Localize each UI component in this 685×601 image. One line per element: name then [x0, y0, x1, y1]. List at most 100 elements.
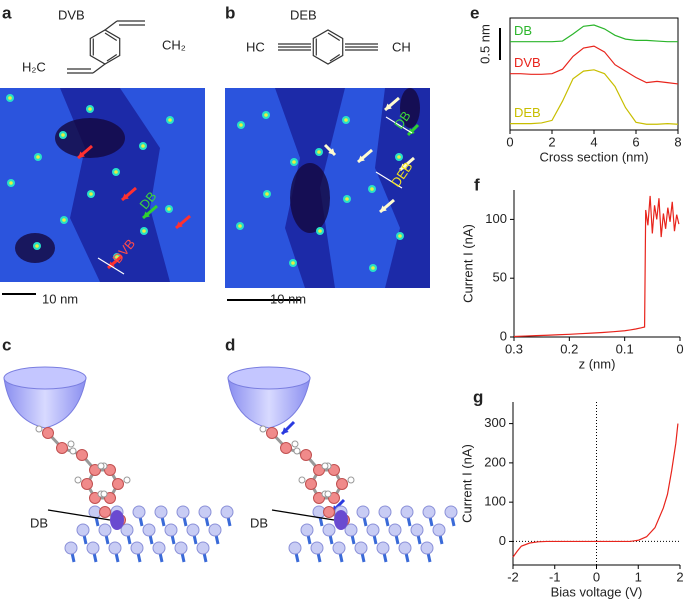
bond	[375, 171, 403, 189]
surface-atom	[98, 523, 112, 537]
x-axis-label: Bias voltage (V)	[551, 584, 643, 599]
arrow-head	[78, 151, 85, 158]
adsorbate-core	[397, 155, 401, 159]
adsorbate-core	[35, 244, 39, 248]
x-tick-label: 8	[674, 134, 681, 149]
surface-atom	[76, 523, 90, 537]
surface-atom	[174, 541, 188, 555]
panel-letter: a	[2, 3, 12, 22]
data-line	[510, 69, 679, 125]
hydrogen	[97, 462, 105, 470]
adsorbate-core	[371, 266, 375, 270]
scale-bar-label: 10 nm	[42, 291, 78, 306]
adsorbate-core	[8, 96, 12, 100]
adsorbate-core	[264, 113, 268, 117]
x-tick-label: 0.2	[560, 341, 578, 356]
bond	[329, 54, 341, 62]
carbon	[305, 478, 317, 490]
carbon	[99, 506, 111, 518]
x-tick-label: 0	[506, 134, 513, 149]
carbon	[266, 427, 278, 439]
surface-atom	[376, 541, 390, 555]
hydrogen	[291, 440, 299, 448]
surface-atom	[198, 505, 212, 519]
surface-atom	[86, 541, 100, 555]
adsorbate-core	[318, 229, 322, 233]
adsorbate-core	[398, 234, 402, 238]
bond	[385, 116, 413, 134]
carbon	[300, 449, 312, 461]
formula: HC	[246, 39, 265, 54]
x-tick-label: -2	[507, 569, 519, 584]
adsorbate-core	[370, 187, 374, 191]
stm-images	[0, 88, 430, 514]
surface-atom	[332, 541, 346, 555]
pit	[400, 88, 420, 128]
y-tick-label: 50	[493, 270, 507, 285]
surface-atom	[142, 523, 156, 537]
surface-atom	[220, 505, 234, 519]
surface-atom	[176, 505, 190, 519]
y-tick-label: 0	[500, 328, 507, 343]
adsorbate-core	[61, 133, 65, 137]
bond	[104, 20, 118, 31]
bond	[47, 509, 111, 521]
surface-atom	[64, 541, 78, 555]
x-axis-label: z (nm)	[579, 356, 616, 371]
surface-atom	[108, 541, 122, 555]
x-tick-label: -1	[549, 569, 561, 584]
surface-atom	[366, 523, 380, 537]
panel-letter: g	[473, 387, 483, 406]
surface-atom	[310, 541, 324, 555]
arrow-head	[380, 205, 387, 212]
surface-atom	[354, 541, 368, 555]
data-line	[510, 45, 679, 85]
x-tick-label: 0.3	[505, 341, 523, 356]
y-tick-label: 300	[484, 415, 506, 430]
scale-bar-label: 10 nm	[270, 291, 306, 306]
surface-atom	[132, 505, 146, 519]
bond	[97, 257, 125, 275]
adsorbate-core	[62, 218, 66, 222]
y-axis-label: Current I (nA)	[459, 444, 474, 523]
surface-atom	[378, 505, 392, 519]
surface-atom	[420, 541, 434, 555]
carbon	[76, 449, 88, 461]
pit	[55, 118, 125, 158]
surface-atom	[300, 523, 314, 537]
x-tick-label: 4	[590, 134, 597, 149]
carbon	[336, 478, 348, 490]
bond	[271, 509, 335, 521]
y-tick-label: 100	[484, 494, 506, 509]
adsorbate-core	[167, 207, 171, 211]
arrow-head	[400, 163, 407, 170]
hydrogen	[324, 490, 332, 498]
panel-letter: f	[474, 175, 480, 194]
formula: H₂C	[22, 59, 46, 74]
hydrogen	[321, 462, 329, 470]
series-label: DEB	[514, 105, 541, 120]
surface-atom	[154, 505, 168, 519]
tip-top	[227, 366, 311, 390]
arrow-head	[328, 148, 335, 155]
x-tick-label: 0	[593, 569, 600, 584]
surface-atom	[322, 523, 336, 537]
formula: CH	[392, 39, 411, 54]
y-tick-label: 200	[484, 454, 506, 469]
adsorbate-core	[345, 197, 349, 201]
panel-letter: d	[225, 335, 235, 354]
surface-atom	[400, 505, 414, 519]
arrow-head	[108, 261, 115, 268]
bond	[106, 54, 118, 62]
carbon	[112, 478, 124, 490]
molecule-name: DEB	[290, 7, 317, 22]
series-label: DVB	[514, 55, 541, 70]
data-line	[512, 423, 679, 558]
x-tick-label: 0.1	[616, 341, 634, 356]
tip-top	[3, 366, 87, 390]
surface-atom	[186, 523, 200, 537]
arrow-head	[282, 427, 289, 434]
hydrogen	[293, 447, 301, 455]
surface-atom	[422, 505, 436, 519]
